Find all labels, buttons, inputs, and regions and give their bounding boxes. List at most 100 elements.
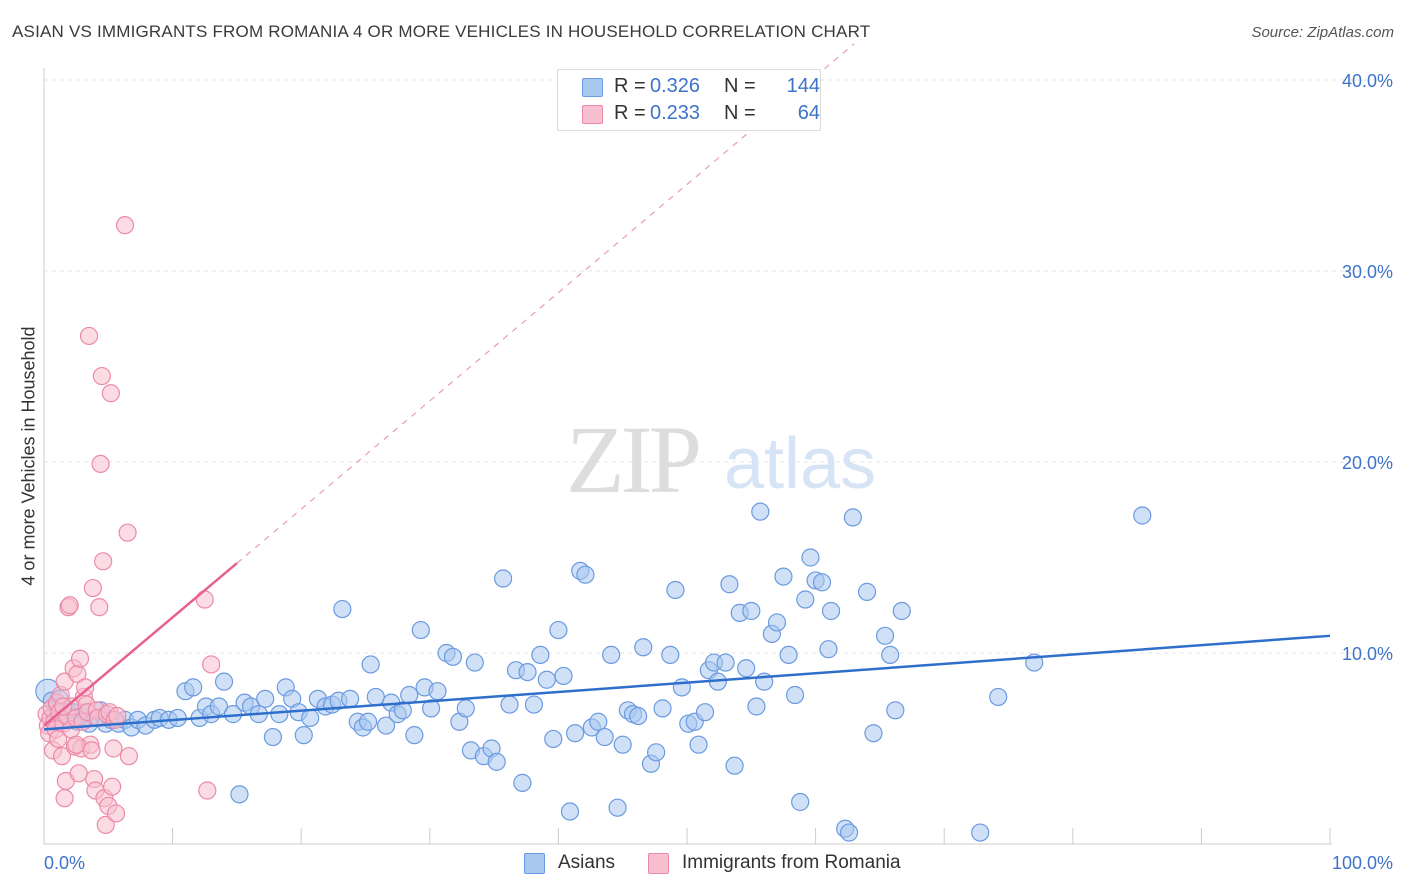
trend-line-romania: [43, 562, 238, 727]
asian-point: [843, 508, 862, 527]
asian-point: [518, 662, 537, 682]
asian-point: [653, 699, 672, 718]
asian-point: [263, 727, 283, 747]
asian-point: [839, 823, 859, 842]
asian-point: [537, 670, 556, 689]
asian-point: [695, 703, 715, 722]
romania-point: [96, 815, 115, 835]
romania-point: [52, 747, 72, 766]
romania-point: [92, 366, 111, 386]
asian-point: [554, 666, 573, 686]
asian-point: [487, 752, 506, 771]
legend-n-label: N =: [724, 102, 756, 124]
legend-n-label: N =: [724, 75, 756, 97]
asian-point: [689, 735, 708, 754]
asian-point: [443, 647, 463, 666]
asian-point: [456, 699, 475, 718]
asian-point: [725, 756, 744, 775]
asian-point: [560, 802, 580, 821]
asian-point: [421, 699, 441, 718]
asian-point: [214, 672, 234, 691]
romania-point: [54, 697, 73, 716]
romania-point: [103, 777, 122, 796]
romania-point: [55, 789, 74, 808]
asian-point: [785, 685, 805, 705]
asian-point: [608, 798, 627, 817]
asian-point: [524, 695, 544, 714]
watermark-atlas: atlas: [724, 424, 876, 504]
romania-point: [79, 326, 99, 346]
asian-point: [428, 682, 447, 701]
legend-swatch-asians: [582, 78, 603, 97]
asian-point: [301, 708, 320, 728]
asian-point: [779, 645, 798, 665]
asian-point: [405, 726, 424, 745]
data-points: [35, 216, 1152, 842]
asian-point: [358, 712, 378, 731]
asian-point: [576, 565, 595, 584]
legend-r-label: R =: [614, 102, 646, 124]
trend-line-asians: [43, 634, 1331, 731]
asian-point: [613, 735, 632, 754]
asian-point: [602, 645, 621, 665]
legend-swatch-asians: [524, 853, 545, 874]
asian-point: [566, 724, 585, 743]
asian-point: [647, 743, 666, 762]
legend-r-value: 0.326: [650, 75, 701, 97]
romania-point: [94, 552, 113, 571]
legend-label-romania: Immigrants from Romania: [682, 852, 901, 873]
romania-point: [118, 523, 137, 542]
asian-point: [661, 645, 680, 665]
asian-point: [465, 653, 484, 672]
asian-point: [393, 701, 412, 720]
asian-point: [857, 582, 877, 601]
asian-point: [549, 620, 568, 640]
asian-point: [747, 697, 766, 716]
asian-point: [716, 653, 735, 672]
asian-point: [989, 687, 1008, 707]
asian-point: [821, 601, 841, 621]
asian-point: [720, 575, 739, 594]
romania-point: [101, 384, 120, 403]
asian-point: [294, 726, 313, 745]
romania-point: [195, 590, 214, 609]
asian-point: [767, 613, 787, 632]
series-asians: [35, 502, 1152, 842]
legend-n-value: 64: [797, 102, 820, 124]
asian-point: [819, 640, 838, 659]
y-tick-label: 30.0%: [1342, 262, 1393, 282]
romania-point: [60, 596, 79, 615]
asian-point: [376, 716, 396, 735]
asian-point: [513, 773, 532, 792]
asian-point: [796, 590, 815, 609]
romania-point: [104, 739, 123, 758]
gridlines: [44, 79, 1392, 654]
asian-point: [812, 573, 832, 592]
legend-label-asians: Asians: [558, 852, 616, 873]
asian-point: [751, 502, 770, 521]
asian-point: [340, 689, 360, 708]
legend-r-value: 0.233: [650, 102, 701, 124]
legend-swatch-romania: [648, 853, 669, 874]
asian-point: [256, 689, 275, 708]
asian-point: [411, 620, 430, 640]
asian-point: [892, 601, 911, 621]
asian-point: [791, 792, 810, 812]
romania-point: [202, 655, 221, 674]
asian-point: [666, 580, 685, 600]
asian-point: [589, 712, 608, 731]
stats-legend: R = 0.326 N = 144 R = 0.233 N = 64: [557, 69, 821, 131]
asian-point: [774, 567, 793, 586]
asian-point: [629, 706, 648, 726]
romania-point: [106, 804, 126, 823]
asian-point: [742, 601, 761, 621]
romania-point: [69, 764, 88, 783]
romania-point: [90, 598, 109, 617]
y-tick-label: 40.0%: [1342, 71, 1393, 91]
asian-point: [737, 659, 756, 678]
y-tick-label: 20.0%: [1342, 453, 1393, 473]
asian-point: [400, 685, 419, 705]
romania-point: [119, 747, 138, 766]
legend-n-value: 144: [786, 75, 820, 97]
